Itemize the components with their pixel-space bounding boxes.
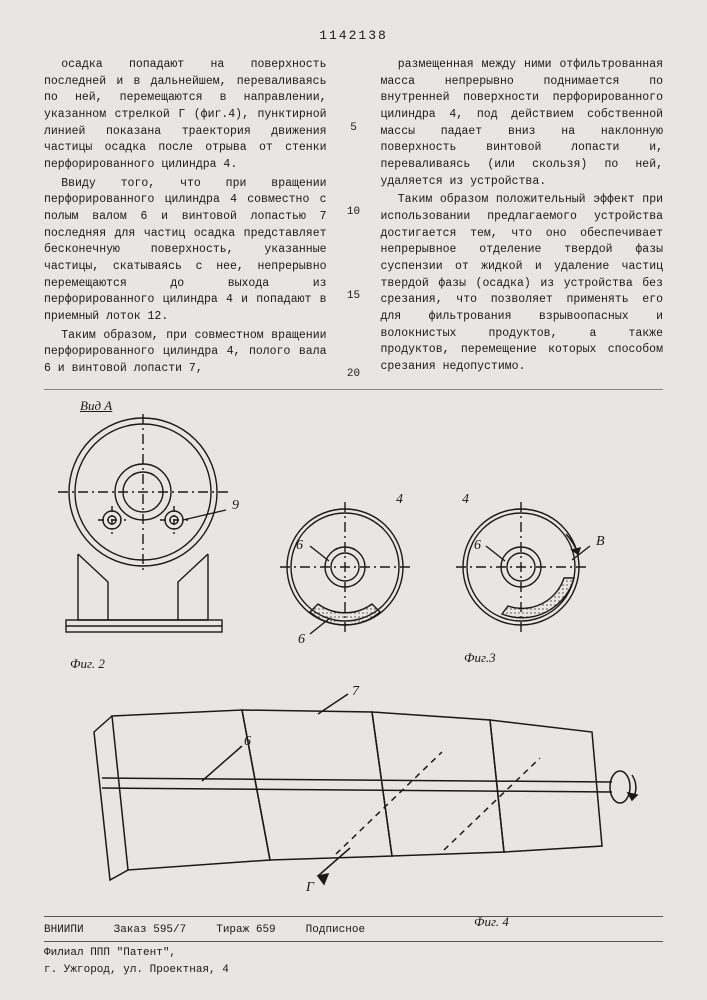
lineno: 15 xyxy=(345,289,363,305)
footer-tirazh: Тираж 659 xyxy=(216,922,275,939)
para: Таким образом, при совместном вращении п… xyxy=(44,328,327,378)
callout-v: В xyxy=(596,534,605,550)
lineno: 5 xyxy=(345,121,363,137)
callout-6c: 6 xyxy=(474,538,481,554)
figure-4 xyxy=(92,680,652,920)
lineno: 10 xyxy=(345,205,363,221)
callout-6b: 6 xyxy=(298,632,305,648)
footer-addr1: Филиал ППП "Патент", xyxy=(44,945,663,962)
footer-org: ВНИИПИ xyxy=(44,922,84,939)
para: осадка попадают на поверхность последней… xyxy=(44,57,327,174)
callout-7: 7 xyxy=(352,684,359,700)
line-number-strip: 5 10 15 20 xyxy=(345,57,363,383)
callout-g: Г xyxy=(306,880,314,896)
callout-6d: 6 xyxy=(244,734,251,750)
figure-3-left xyxy=(270,492,420,642)
fig2-label: Фиг. 2 xyxy=(70,656,105,672)
footer-sign: Подписное xyxy=(306,922,365,939)
figures-area: Вид А xyxy=(44,389,663,943)
figure-2 xyxy=(48,414,244,654)
para: размещенная между ними отфильтрованная м… xyxy=(381,57,664,190)
footer-order: Заказ 595/7 xyxy=(114,922,187,939)
footer-addr2: г. Ужгород, ул. Проектная, 4 xyxy=(44,962,663,979)
right-column: размещенная между ними отфильтрованная м… xyxy=(381,57,664,383)
callout-6a: 6 xyxy=(296,538,303,554)
callout-4a: 4 xyxy=(396,492,403,508)
lineno: 20 xyxy=(345,367,363,383)
footer-block: ВНИИПИ Заказ 595/7 Тираж 659 Подписное Ф… xyxy=(44,916,663,979)
callout-9: 9 xyxy=(232,498,239,514)
figure-3-right xyxy=(446,492,596,642)
left-column: осадка попадают на поверхность последней… xyxy=(44,57,327,383)
para: Таким образом положительный эффект при и… xyxy=(381,192,664,375)
view-a-label: Вид А xyxy=(80,398,112,414)
callout-4b: 4 xyxy=(462,492,469,508)
doc-number: 1142138 xyxy=(44,28,663,43)
para: Ввиду того, что при вращении перфорирова… xyxy=(44,176,327,326)
text-columns: осадка попадают на поверхность последней… xyxy=(44,57,663,383)
fig3-label: Фиг.3 xyxy=(464,650,496,666)
